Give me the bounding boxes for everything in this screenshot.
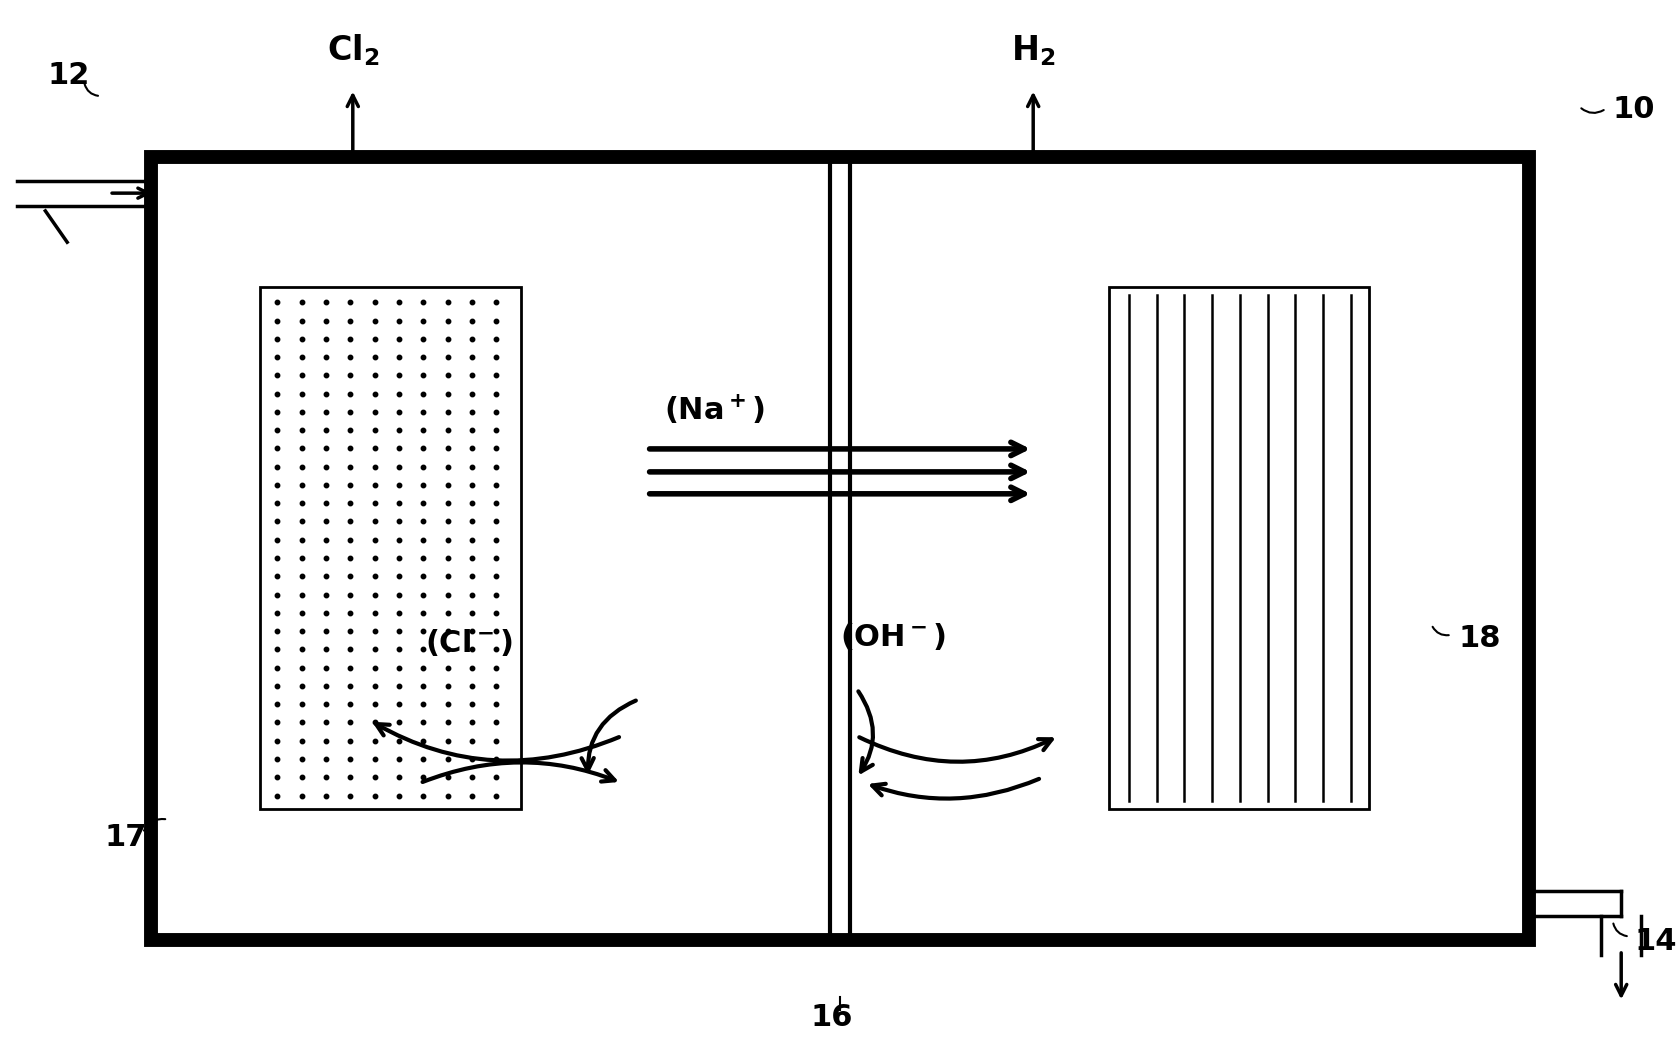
Bar: [1109, 287, 1369, 809]
Text: 17: 17: [104, 823, 146, 852]
Bar: [151, 157, 1529, 940]
Bar: [260, 287, 521, 809]
Text: 16: 16: [810, 1003, 853, 1033]
Text: $\mathbf{(OH^-)}$: $\mathbf{(OH^-)}$: [840, 621, 946, 652]
Text: 10: 10: [1613, 95, 1655, 124]
Text: $\mathbf{Cl_2}$: $\mathbf{Cl_2}$: [326, 32, 380, 68]
Text: 12: 12: [47, 61, 89, 90]
Text: $\mathbf{(Na^+)}$: $\mathbf{(Na^+)}$: [664, 393, 764, 426]
Text: $\mathbf{(Cl^-)}$: $\mathbf{(Cl^-)}$: [425, 626, 512, 658]
Text: 18: 18: [1458, 624, 1500, 654]
Text: $\mathbf{H_2}$: $\mathbf{H_2}$: [1011, 33, 1055, 68]
Text: 14: 14: [1635, 927, 1677, 956]
